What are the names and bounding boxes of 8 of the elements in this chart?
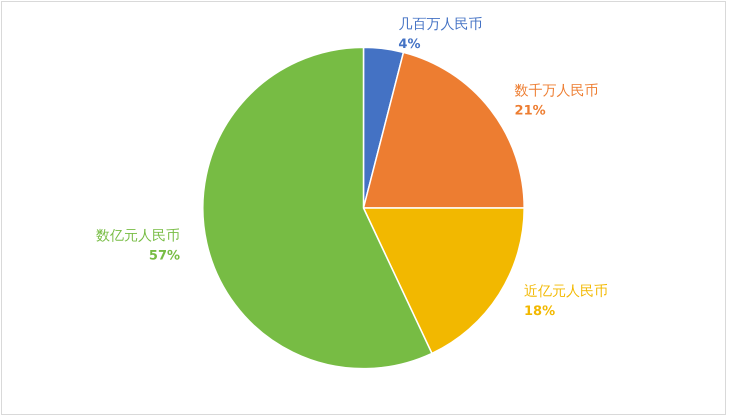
slice-label: 几百万人民币 xyxy=(398,16,482,33)
data-label: 21% xyxy=(514,103,546,118)
data-label: 4% xyxy=(398,37,420,52)
data-label: 18% xyxy=(524,304,556,320)
slice-label: 数千万人民币 xyxy=(514,82,599,99)
data-label: 57% xyxy=(148,248,180,264)
slice-label: 近亿元人民币 xyxy=(524,284,608,300)
slice-label: 数亿元人民币 xyxy=(96,228,180,244)
